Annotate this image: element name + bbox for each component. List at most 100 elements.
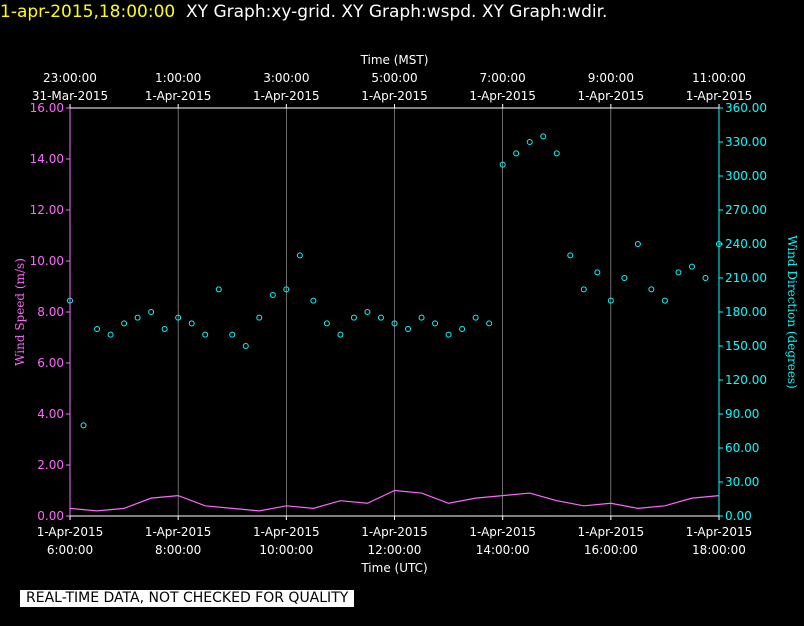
top-tick-date: 1-Apr-2015 bbox=[145, 89, 212, 103]
chart-grid bbox=[69, 108, 720, 516]
wind-direction-point bbox=[661, 297, 668, 304]
bottom-tick-date: 1-Apr-2015 bbox=[37, 525, 104, 539]
header-title: 1-apr-2015,18:00:00 XY Graph:xy-grid. XY… bbox=[0, 2, 607, 22]
bottom-tick-date: 1-Apr-2015 bbox=[361, 525, 428, 539]
right-axis-title: Wind Direction (degrees) bbox=[785, 235, 799, 389]
wind-direction-point bbox=[459, 326, 466, 332]
wind-chart: 0.00 2.00 4.00 6.00 8.00 10.00 12.00 14.00 16.00… bbox=[13, 53, 799, 575]
right-tick-label: 0.00 bbox=[725, 509, 752, 523]
bottom-tick-date: 1-Apr-2015 bbox=[686, 525, 753, 539]
wind-direction-point bbox=[256, 314, 263, 321]
top-tick-date: 1-Apr-2015 bbox=[361, 89, 428, 103]
left-tick-label: 6.00 bbox=[37, 356, 64, 370]
wind-direction-point bbox=[242, 343, 249, 349]
wind-direction-point bbox=[148, 309, 155, 315]
bottom-tick-time: 10:00:00 bbox=[259, 543, 313, 557]
wind-direction-point bbox=[594, 269, 601, 276]
wind-direction-point bbox=[648, 286, 655, 293]
top-tick-date: 1-Apr-2015 bbox=[578, 89, 645, 103]
bottom-tick-date: 1-Apr-2015 bbox=[253, 525, 320, 539]
right-tick-label: 150.00 bbox=[725, 339, 767, 353]
top-tick-date: 31-Mar-2015 bbox=[32, 89, 108, 103]
bottom-tick-time: 6:00:00 bbox=[47, 543, 93, 557]
wind-direction-point bbox=[323, 320, 330, 327]
bottom-axis-title: Time (UTC) bbox=[360, 561, 427, 575]
wind-direction-point bbox=[202, 331, 209, 338]
wind-direction-point bbox=[350, 314, 357, 321]
right-tick-label: 330.00 bbox=[725, 135, 767, 149]
wind-speed-line bbox=[69, 489, 720, 512]
top-tick-time: 23:00:00 bbox=[43, 71, 97, 85]
wind-direction-point bbox=[513, 150, 520, 157]
left-tick-label: 12.00 bbox=[30, 203, 64, 217]
wind-direction-point bbox=[526, 139, 533, 145]
top-tick-time: 11:00:00 bbox=[692, 71, 746, 85]
wind-direction-point bbox=[377, 314, 384, 321]
left-tick-label: 14.00 bbox=[30, 152, 64, 166]
wind-direction-point bbox=[296, 252, 303, 259]
left-tick-label: 10.00 bbox=[30, 254, 64, 268]
right-tick-label: 60.00 bbox=[725, 441, 759, 455]
top-tick-time: 1:00:00 bbox=[155, 71, 201, 85]
wind-direction-point bbox=[229, 331, 236, 338]
bottom-tick-date: 1-Apr-2015 bbox=[145, 525, 212, 539]
wind-direction-point bbox=[107, 331, 114, 338]
bottom-tick-date: 1-Apr-2015 bbox=[578, 525, 645, 539]
top-axis-title: Time (MST) bbox=[360, 53, 429, 67]
wind-speed-series bbox=[69, 489, 720, 512]
right-tick-label: 240.00 bbox=[725, 237, 767, 251]
right-tick-label: 180.00 bbox=[725, 305, 767, 319]
top-tick-time: 7:00:00 bbox=[480, 71, 526, 85]
wind-direction-point bbox=[80, 422, 87, 429]
top-tick-date: 1-Apr-2015 bbox=[686, 89, 753, 103]
wind-direction-point bbox=[405, 326, 412, 332]
top-tick-date: 1-Apr-2015 bbox=[469, 89, 536, 103]
right-tick-label: 300.00 bbox=[725, 169, 767, 183]
wind-direction-point bbox=[418, 314, 425, 321]
wind-direction-point bbox=[269, 292, 276, 298]
wind-direction-point bbox=[634, 241, 641, 247]
left-tick-label: 4.00 bbox=[37, 407, 64, 421]
wind-direction-point bbox=[688, 263, 695, 270]
bottom-tick-time: 16:00:00 bbox=[584, 543, 638, 557]
bottom-tick-time: 8:00:00 bbox=[155, 543, 201, 557]
wind-direction-point bbox=[607, 297, 614, 304]
wind-direction-point bbox=[134, 314, 141, 321]
wind-direction-point bbox=[310, 297, 317, 304]
wind-direction-point bbox=[472, 314, 479, 321]
wind-direction-point bbox=[499, 161, 506, 168]
wind-direction-point bbox=[567, 252, 574, 259]
header-graph-names: XY Graph:xy-grid. XY Graph:wspd. XY Grap… bbox=[186, 2, 608, 22]
wind-direction-point bbox=[553, 150, 560, 157]
bottom-tick-time: 12:00:00 bbox=[368, 543, 422, 557]
bottom-tick-time: 14:00:00 bbox=[476, 543, 530, 557]
top-tick-time: 5:00:00 bbox=[371, 71, 417, 85]
left-axis-title: Wind Speed (m/s) bbox=[13, 258, 27, 366]
wind-direction-point bbox=[391, 320, 398, 327]
left-tick-label: 16.00 bbox=[30, 101, 64, 115]
right-tick-label: 210.00 bbox=[725, 271, 767, 285]
plot-frame bbox=[66, 104, 723, 520]
wind-direction-point bbox=[121, 320, 128, 327]
top-tick-date: 1-Apr-2015 bbox=[253, 89, 320, 103]
wind-direction-point bbox=[486, 320, 493, 327]
wind-direction-point bbox=[445, 331, 452, 338]
wind-direction-point bbox=[94, 326, 101, 332]
right-tick-label: 360.00 bbox=[725, 101, 767, 115]
left-tick-label: 8.00 bbox=[37, 305, 64, 319]
right-tick-label: 90.00 bbox=[725, 407, 759, 421]
bottom-tick-date: 1-Apr-2015 bbox=[469, 525, 536, 539]
wind-direction-point bbox=[337, 331, 344, 338]
wind-direction-point bbox=[161, 326, 168, 332]
bottom-tick-time: 18:00:00 bbox=[692, 543, 746, 557]
wind-direction-point bbox=[175, 314, 182, 321]
right-tick-label: 270.00 bbox=[725, 203, 767, 217]
left-tick-label: 2.00 bbox=[37, 458, 64, 472]
axis-labels: 0.00 2.00 4.00 6.00 8.00 10.00 12.00 14.00 16.00… bbox=[13, 53, 799, 575]
wind-direction-point bbox=[283, 286, 290, 293]
wind-direction-point bbox=[702, 275, 709, 281]
wind-direction-point bbox=[580, 286, 587, 293]
right-tick-label: 30.00 bbox=[725, 475, 759, 489]
quality-notice: REAL-TIME DATA, NOT CHECKED FOR QUALITY bbox=[20, 590, 355, 607]
wind-direction-point bbox=[540, 133, 547, 140]
